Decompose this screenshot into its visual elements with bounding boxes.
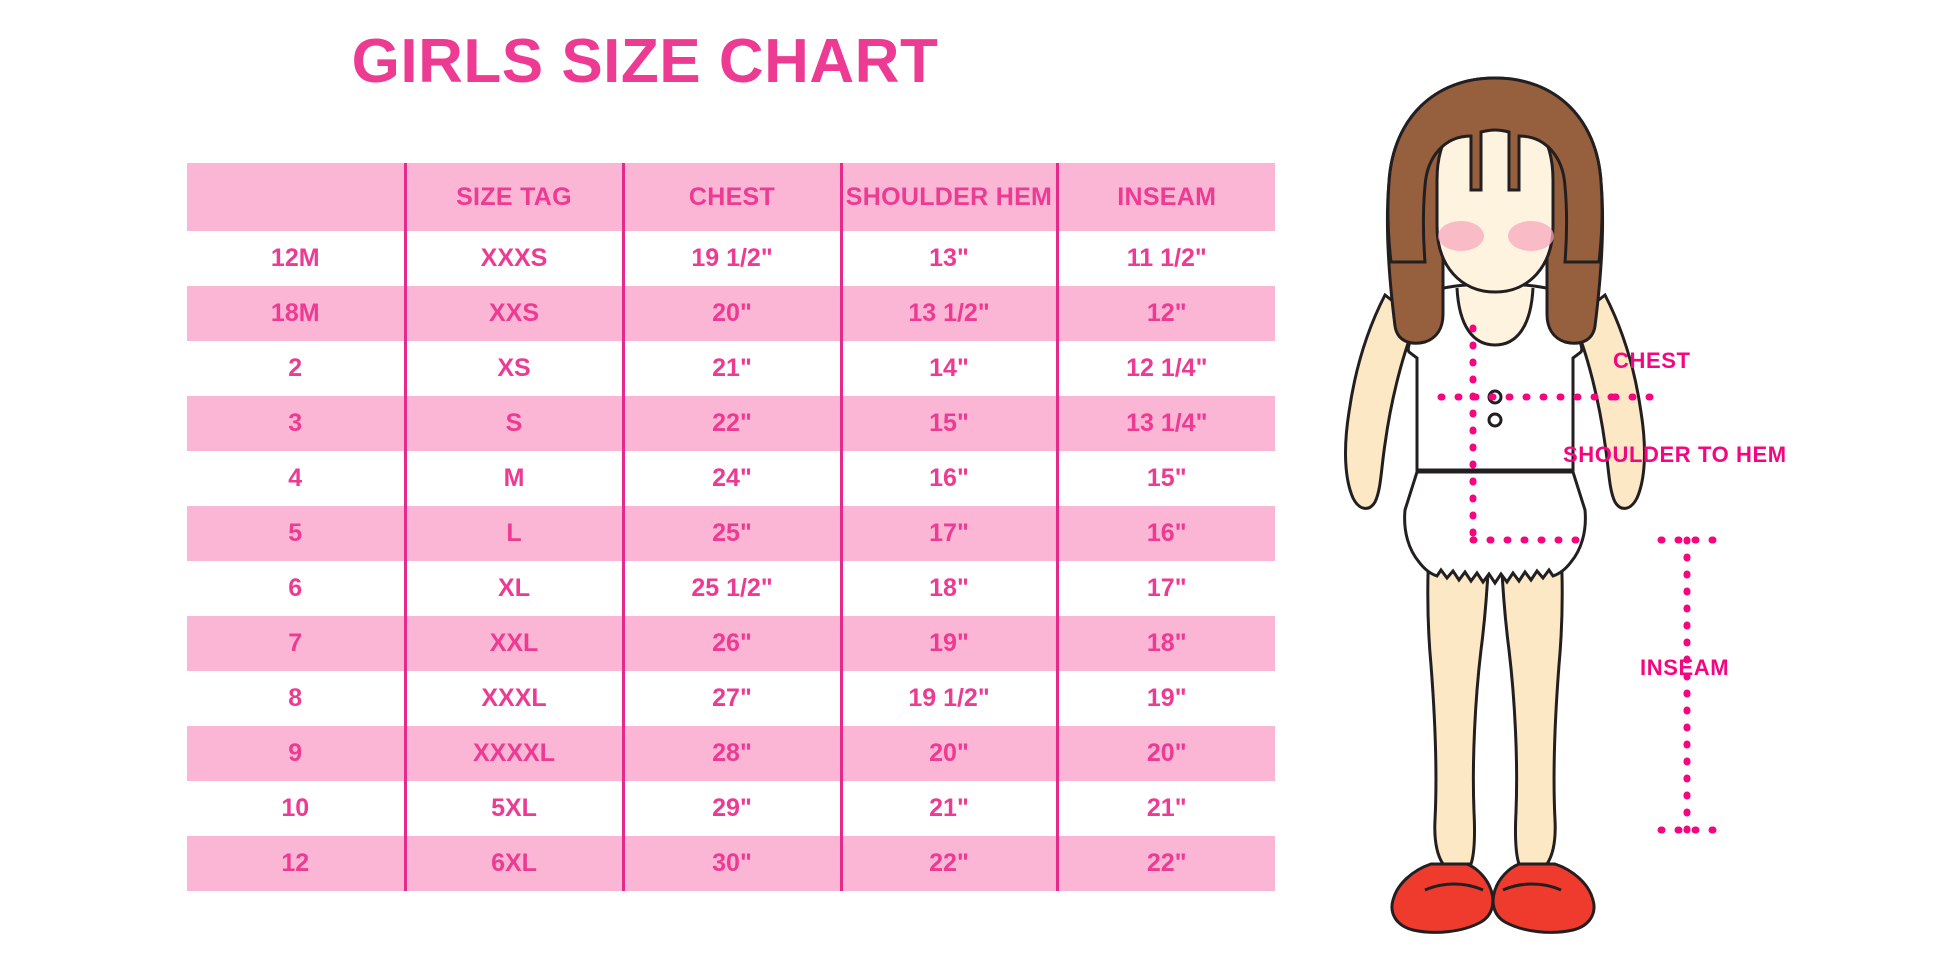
table-header-row: SIZE TAG CHEST SHOULDER HEM INSEAM xyxy=(187,163,1275,231)
header-size-tag: SIZE TAG xyxy=(405,163,625,231)
cell-chest: 22" xyxy=(623,396,843,451)
cell-size: 6 xyxy=(187,561,407,616)
cell-shoulder-hem: 22" xyxy=(841,836,1059,891)
cell-shoulder-hem: 21" xyxy=(841,781,1059,836)
right-arm xyxy=(1571,292,1646,510)
cell-size: 7 xyxy=(187,616,407,671)
bangs xyxy=(1386,76,1604,264)
cell-shoulder-hem: 13 1/2" xyxy=(841,286,1059,341)
header-inseam: INSEAM xyxy=(1117,182,1217,211)
right-blush xyxy=(1508,221,1554,251)
cell-size: 12 xyxy=(187,836,407,891)
cell-chest: 29" xyxy=(623,781,843,836)
cell-inseam: 16" xyxy=(1146,519,1187,547)
cell-size-tag: XS xyxy=(405,341,625,396)
size-chart-table-container: SIZE TAG CHEST SHOULDER HEM INSEAM 12M X… xyxy=(187,163,1275,891)
cell-size-tag: XXL xyxy=(405,616,625,671)
cell-inseam: 19" xyxy=(1146,684,1187,712)
cell-shoulder-hem: 17" xyxy=(841,506,1059,561)
cell-shoulder-hem: 13" xyxy=(841,231,1059,286)
cell-chest: 30" xyxy=(623,836,843,891)
cell-size: 4 xyxy=(187,451,407,506)
cell-size-tag: M xyxy=(405,451,625,506)
callout-chest: CHEST xyxy=(1613,348,1691,373)
cell-inseam: 21" xyxy=(1146,794,1187,822)
cell-size: 10 xyxy=(187,781,407,836)
table-row: 8 XXXL 27" 19 1/2" 19" xyxy=(187,671,1275,726)
size-chart-table: SIZE TAG CHEST SHOULDER HEM INSEAM 12M X… xyxy=(187,163,1275,891)
table-body: 12M XXXS 19 1/2" 13" 11 1/2" 18M XXS 20"… xyxy=(187,231,1275,891)
cell-chest: 20" xyxy=(623,286,843,341)
cell-inseam: 13 1/4" xyxy=(1126,409,1208,437)
cell-size-tag: XXXXL xyxy=(405,726,625,781)
table-row: 12 6XL 30" 22" 22" xyxy=(187,836,1275,891)
cell-inseam: 12" xyxy=(1146,299,1187,327)
cell-size: 2 xyxy=(187,341,407,396)
cell-chest: 24" xyxy=(623,451,843,506)
table-row: 18M XXS 20" 13 1/2" 12" xyxy=(187,286,1275,341)
table-row: 12M XXXS 19 1/2" 13" 11 1/2" xyxy=(187,231,1275,286)
header-size xyxy=(187,163,407,231)
cell-shoulder-hem: 16" xyxy=(841,451,1059,506)
cell-size-tag: XXXS xyxy=(405,231,625,286)
cell-inseam: 17" xyxy=(1146,574,1187,602)
table-row: 5 L 25" 17" 16" xyxy=(187,506,1275,561)
cell-shoulder-hem: 19 1/2" xyxy=(841,671,1059,726)
cell-size-tag: XXS xyxy=(405,286,625,341)
left-shoe-strap xyxy=(1424,882,1484,892)
cell-size-tag: XL xyxy=(405,561,625,616)
callout-inseam: INSEAM xyxy=(1640,655,1730,680)
cell-inseam: 15" xyxy=(1146,464,1187,492)
cell-chest: 26" xyxy=(623,616,843,671)
cell-size: 9 xyxy=(187,726,407,781)
cell-shoulder-hem: 15" xyxy=(841,396,1059,451)
right-shoe xyxy=(1491,862,1596,934)
left-arm xyxy=(1344,292,1419,510)
callout-shoulder-to-hem: SHOULDER TO HEM xyxy=(1563,442,1787,467)
table-row: 7 XXL 26" 19" 18" xyxy=(187,616,1275,671)
cell-inseam: 18" xyxy=(1146,629,1187,657)
cell-size: 3 xyxy=(187,396,407,451)
table-row: 2 XS 21" 14" 12 1/4" xyxy=(187,341,1275,396)
cell-inseam: 12 1/4" xyxy=(1126,354,1208,382)
cell-chest: 21" xyxy=(623,341,843,396)
cell-inseam: 11 1/2" xyxy=(1126,244,1207,272)
table-row: 4 M 24" 16" 15" xyxy=(187,451,1275,506)
table-row: 10 5XL 29" 21" 21" xyxy=(187,781,1275,836)
table-row: 6 XL 25 1/2" 18" 17" xyxy=(187,561,1275,616)
right-shoe-strap xyxy=(1502,882,1562,892)
cell-chest: 25 1/2" xyxy=(623,561,843,616)
cell-size-tag: L xyxy=(405,506,625,561)
left-shoe xyxy=(1390,862,1495,934)
cell-chest: 25" xyxy=(623,506,843,561)
cell-shoulder-hem: 18" xyxy=(841,561,1059,616)
page-title: GIRLS SIZE CHART xyxy=(351,27,939,96)
header-shoulder-hem: SHOULDER HEM xyxy=(841,163,1059,231)
cell-inseam: 20" xyxy=(1146,739,1187,767)
cell-size: 18M xyxy=(187,286,407,341)
cell-inseam: 22" xyxy=(1146,849,1187,877)
button-lower xyxy=(1487,412,1503,428)
cell-size: 12M xyxy=(187,231,407,286)
skirt xyxy=(1403,470,1587,586)
cell-size-tag: 5XL xyxy=(405,781,625,836)
cell-shoulder-hem: 19" xyxy=(841,616,1059,671)
table-row: 9 XXXXL 28" 20" 20" xyxy=(187,726,1275,781)
left-blush xyxy=(1438,221,1484,251)
cell-size-tag: 6XL xyxy=(405,836,625,891)
cell-shoulder-hem: 20" xyxy=(841,726,1059,781)
cell-chest: 28" xyxy=(623,726,843,781)
cell-shoulder-hem: 14" xyxy=(841,341,1059,396)
table-row: 3 S 22" 15" 13 1/4" xyxy=(187,396,1275,451)
cell-size-tag: S xyxy=(405,396,625,451)
girl-figure-illustration xyxy=(1285,40,1946,940)
cell-size: 5 xyxy=(187,506,407,561)
cell-chest: 19 1/2" xyxy=(623,231,843,286)
cell-chest: 27" xyxy=(623,671,843,726)
cell-size: 8 xyxy=(187,671,407,726)
header-chest: CHEST xyxy=(623,163,843,231)
cell-size-tag: XXXL xyxy=(405,671,625,726)
